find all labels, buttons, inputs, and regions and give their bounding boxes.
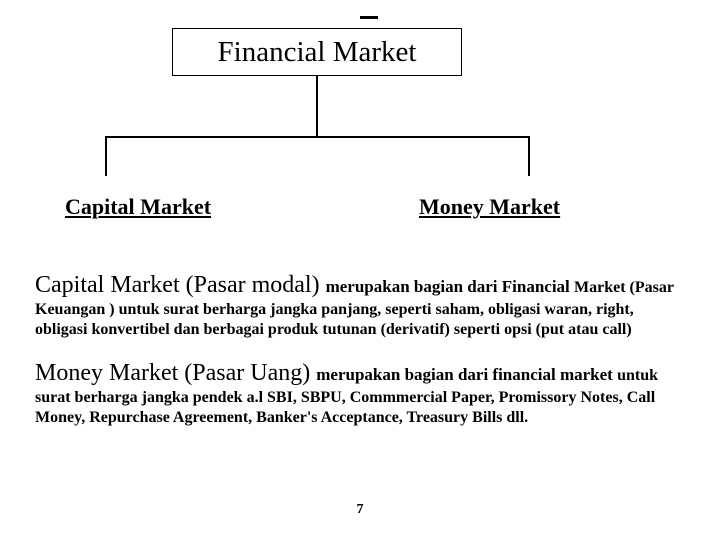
root-dash-decoration — [360, 16, 378, 19]
p2-lead: merupakan bagian dari financial market — [316, 365, 617, 384]
definitions-text: Capital Market (Pasar modal) merupakan b… — [35, 270, 690, 446]
connector-horizontal — [105, 136, 530, 138]
page-number: 7 — [0, 502, 720, 518]
connector-vert-center — [316, 76, 318, 136]
child-node-money-market: Money Market — [419, 194, 560, 220]
p1-lead: merupakan bagian dari Financial — [326, 277, 574, 296]
p2-title: Money Market (Pasar Uang) — [35, 360, 316, 386]
root-label: Financial Market — [218, 36, 417, 69]
child-node-capital-market: Capital Market — [65, 194, 211, 220]
connector-vert-right — [528, 136, 530, 176]
paragraph-capital-market: Capital Market (Pasar modal) merupakan b… — [35, 270, 690, 340]
paragraph-money-market: Money Market (Pasar Uang) merupakan bagi… — [35, 358, 690, 428]
diagram-tree: Financial Market Capital Market Money Ma… — [0, 0, 720, 230]
p1-title: Capital Market (Pasar modal) — [35, 272, 326, 298]
connector-vert-left — [105, 136, 107, 176]
root-node: Financial Market — [172, 28, 462, 76]
